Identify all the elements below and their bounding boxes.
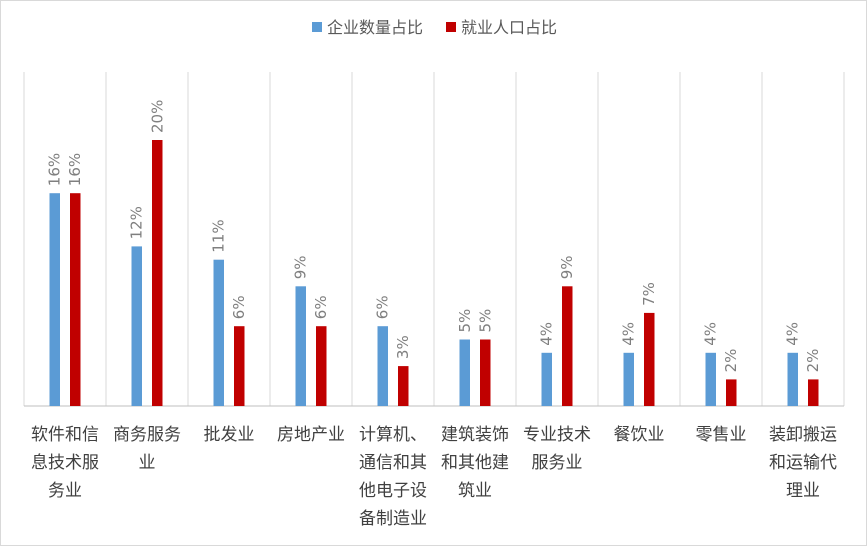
category-label-2-line-0: 批发业 [204,425,255,445]
bar-enterprise-0 [49,193,60,406]
category-label-9-line-2: 理业 [786,481,820,501]
category-label-0-line-2: 务业 [48,481,82,501]
data-label-employment-9: 2% [804,349,822,373]
data-label-enterprise-2: 11% [210,219,228,252]
data-label-employment-2: 6% [230,295,248,319]
legend: 企业数量占比 就业人口占比 [312,18,557,37]
bar-enterprise-1 [131,246,142,406]
data-label-enterprise-9: 4% [784,322,802,346]
data-label-employment-5: 5% [476,309,494,333]
category-label-9-line-1: 和运输代 [769,453,837,473]
category-label-4-line-1: 通信和其 [359,453,427,473]
bar-enterprise-3 [295,286,306,406]
data-label-employment-7: 7% [640,282,658,306]
bar-enterprise-7 [623,352,634,406]
data-label-enterprise-5: 5% [456,309,474,333]
data-label-employment-8: 2% [722,349,740,373]
bar-employment-4 [398,366,409,406]
bar-enterprise-5 [459,339,470,406]
category-label-5-line-0: 建筑装饰 [441,425,509,445]
category-label-8-line-0: 零售业 [696,425,747,445]
bar-employment-9 [808,379,819,406]
legend-label-enterprise-share: 企业数量占比 [327,18,423,37]
bar-employment-8 [726,379,737,406]
bar-employment-0 [70,193,81,406]
legend-label-employment-share: 就业人口占比 [461,18,557,37]
bar-enterprise-4 [377,326,388,406]
category-label-0-line-1: 息技术服 [31,453,99,473]
legend-swatch-employment-share [446,22,456,32]
plot-area: 16% 16%软件和信息技术服务业12%20%商务服务业11%6%批发业9%6%房… [23,72,845,529]
data-label-employment-0: 16% [66,153,84,186]
bar-employment-7 [644,312,655,406]
data-label-enterprise-1: 12% [128,206,146,239]
data-label-enterprise-3: 9% [292,256,310,280]
bar-enterprise-6 [541,352,552,406]
bar-enterprise-8 [705,352,716,406]
category-label-6-line-1: 服务业 [532,453,583,473]
data-label-enterprise-4: 6% [374,295,392,319]
category-label-7-line-0: 餐饮业 [614,425,665,445]
data-label-enterprise-7: 4% [620,322,638,346]
category-label-4-line-2: 他电子设 [359,481,427,501]
category-label-5-line-2: 筑业 [458,481,492,501]
legend-swatch-enterprise-share [312,22,322,32]
category-label-1-line-0: 商务服务 [113,425,181,445]
bar-employment-6 [562,286,573,406]
category-label-3-line-0: 房地产业 [277,425,345,445]
bar-employment-3 [316,326,327,406]
category-label-4-line-3: 备制造业 [359,509,427,529]
data-label-employment-1: 20% [148,100,166,133]
bar-employment-5 [480,339,491,406]
category-label-0-line-0: 软件和信 [31,425,99,445]
category-label-1-line-1: 业 [139,453,156,473]
bar-enterprise-2 [213,259,224,406]
data-label-enterprise-6: 4% [538,322,556,346]
bar-enterprise-9 [787,352,798,406]
category-label-5-line-1: 和其他建 [441,453,509,473]
data-label-enterprise-8: 4% [702,322,720,346]
category-label-4-line-0: 计算机、 [359,425,427,445]
category-label-6-line-0: 专业技术 [523,425,591,445]
data-label-enterprise-0: 16% [46,153,64,186]
data-label-employment-6: 9% [558,256,576,280]
data-label-employment-3: 6% [312,295,330,319]
bar-employment-2 [234,326,245,406]
bar-employment-1 [152,140,163,406]
data-label-employment-4: 3% [394,335,412,359]
category-label-9-line-0: 装卸搬运 [769,425,837,445]
